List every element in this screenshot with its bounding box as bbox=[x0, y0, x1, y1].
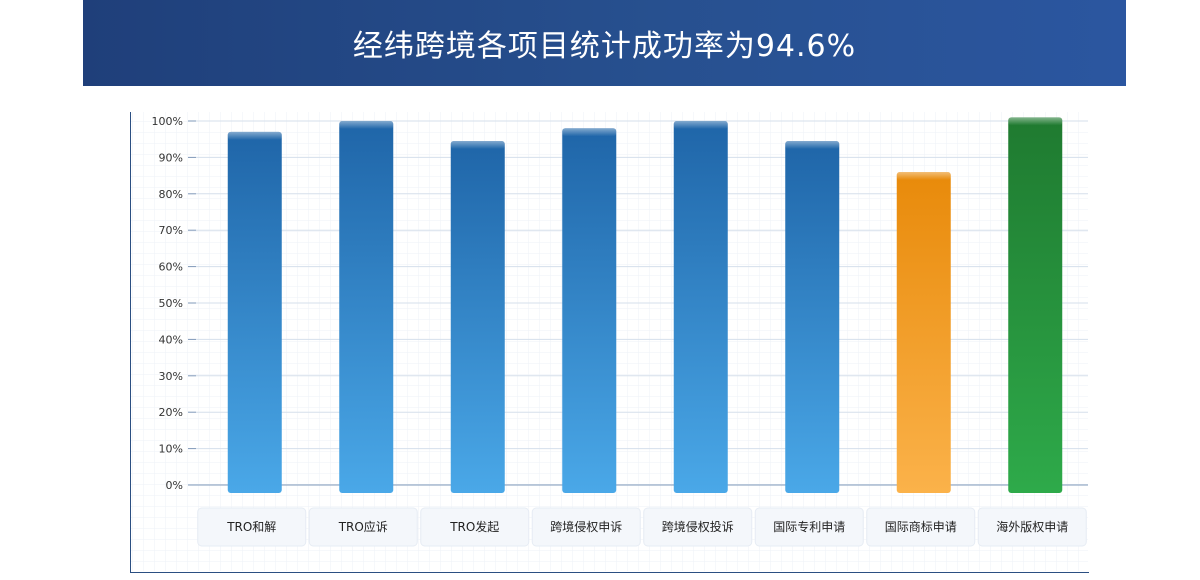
bar bbox=[339, 121, 394, 493]
bar-highlight bbox=[785, 141, 840, 150]
y-tick-label: 90% bbox=[159, 151, 183, 164]
x-category-label: 国际专利申请 bbox=[773, 519, 845, 534]
bar-highlight bbox=[562, 128, 617, 137]
y-tick-label: 60% bbox=[159, 261, 183, 274]
bar bbox=[896, 171, 951, 493]
y-tick-label: 0% bbox=[166, 479, 183, 492]
bar bbox=[450, 141, 505, 493]
y-tick-label: 20% bbox=[159, 406, 183, 419]
bar bbox=[785, 141, 840, 493]
y-tick-label: 40% bbox=[159, 333, 183, 346]
x-category-label: 跨境侵权投诉 bbox=[662, 519, 734, 534]
x-category-label: 海外版权申请 bbox=[996, 519, 1068, 534]
y-tick-label: 10% bbox=[159, 443, 183, 456]
y-tick-label: 50% bbox=[159, 297, 183, 310]
x-category-label: TRO和解 bbox=[226, 520, 276, 534]
category-label-box bbox=[866, 507, 976, 547]
bar-highlight bbox=[1008, 117, 1063, 126]
category-label-box bbox=[197, 507, 307, 547]
x-category-label: 跨境侵权申诉 bbox=[550, 519, 622, 534]
category-label-box bbox=[308, 507, 418, 547]
bar-highlight bbox=[227, 131, 282, 140]
bar bbox=[673, 121, 728, 493]
x-category-label: TRO发起 bbox=[449, 519, 499, 534]
category-label-box bbox=[531, 507, 641, 547]
page-title: 经纬跨境各项目统计成功率为94.6% bbox=[352, 29, 857, 64]
x-axis: TRO和解 TRO应诉 TRO发起 跨境侵权申诉 跨境侵权投诉 国际专利申请 国际商标申请 海… bbox=[197, 507, 1087, 547]
bar-highlight bbox=[673, 121, 728, 129]
bar-highlight bbox=[896, 171, 951, 180]
bars bbox=[227, 117, 1063, 494]
y-tick-label: 70% bbox=[159, 224, 183, 237]
bar bbox=[562, 128, 617, 493]
x-category-label: 国际商标申请 bbox=[885, 519, 957, 534]
x-category-label: TRO应诉 bbox=[338, 519, 388, 534]
bar bbox=[227, 131, 282, 494]
bar-highlight bbox=[339, 121, 394, 129]
category-label-box bbox=[754, 507, 864, 547]
category-label-box bbox=[643, 507, 753, 547]
y-tick-label: 80% bbox=[159, 188, 183, 201]
y-tick-label: 30% bbox=[159, 370, 183, 383]
title-banner: 经纬跨境各项目统计成功率为94.6% bbox=[83, 0, 1126, 86]
category-label-box bbox=[977, 507, 1087, 547]
category-label-box bbox=[420, 507, 530, 547]
bar bbox=[1008, 117, 1063, 494]
y-tick-label: 100% bbox=[152, 115, 183, 128]
bar-highlight bbox=[450, 141, 505, 150]
y-axis: 0% 10% 20% 30% 40% 50% 60% 70% 80% 90% 100% bbox=[152, 115, 196, 492]
